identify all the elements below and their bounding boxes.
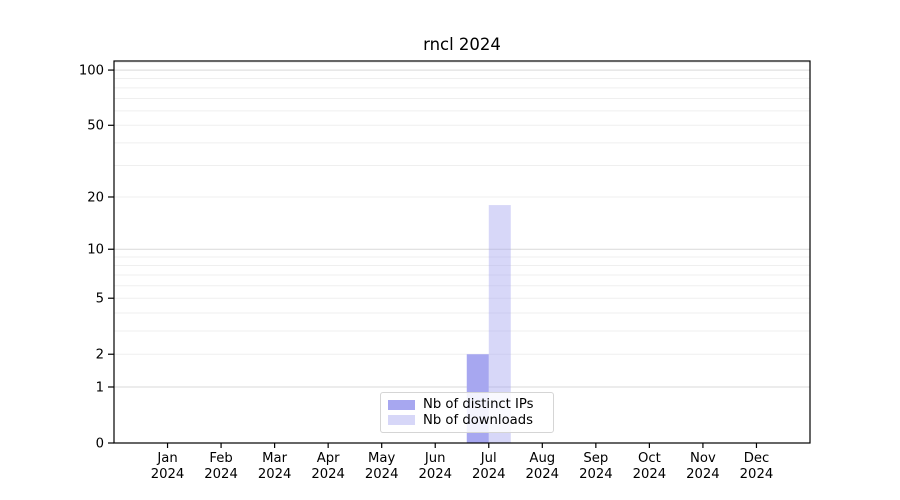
y-tick-label: 0 — [96, 436, 104, 451]
x-tick-label-month: Aug — [529, 451, 555, 466]
x-tick-label-year: 2024 — [418, 467, 452, 482]
x-tick-label-year: 2024 — [258, 467, 292, 482]
x-tick-label-year: 2024 — [579, 467, 613, 482]
y-tick-label: 10 — [87, 243, 104, 258]
x-tick-label-month: Jan — [156, 451, 177, 466]
legend-label-downloads: Nb of downloads — [423, 412, 533, 428]
x-tick-label-year: 2024 — [526, 467, 560, 482]
x-tick-label-month: Nov — [690, 451, 716, 466]
x-tick-label-month: Dec — [744, 451, 770, 466]
plot-border — [113, 60, 811, 444]
y-tick-label: 50 — [87, 119, 104, 134]
legend-label-distinct-ips: Nb of distinct IPs — [423, 397, 534, 413]
y-tick-label: 100 — [79, 63, 104, 78]
x-tick-label-month: Apr — [317, 451, 340, 466]
legend-item-distinct-ips: Nb of distinct IPs — [388, 397, 544, 412]
x-tick-label-month: Jul — [480, 451, 497, 466]
x-tick-label-year: 2024 — [311, 467, 345, 482]
legend-item-downloads: Nb of downloads — [388, 413, 544, 428]
legend: Nb of distinct IPs Nb of downloads — [380, 392, 554, 433]
x-tick-label-year: 2024 — [686, 467, 720, 482]
x-tick-label-year: 2024 — [740, 467, 774, 482]
chart-title: rncl 2024 — [423, 35, 501, 54]
x-tick-label-year: 2024 — [633, 467, 667, 482]
legend-swatch-downloads — [388, 415, 415, 426]
x-tick-label-year: 2024 — [365, 467, 399, 482]
x-tick-label-month: May — [368, 451, 395, 466]
x-tick-label-year: 2024 — [151, 467, 185, 482]
x-tick-label-month: Jun — [424, 451, 446, 466]
y-tick-label: 1 — [96, 380, 104, 395]
y-tick-label: 2 — [96, 348, 104, 363]
bar-downloads-jul — [488, 205, 511, 443]
x-tick-label-month: Sep — [583, 451, 608, 466]
x-tick-label-month: Feb — [209, 451, 232, 466]
x-tick-label-year: 2024 — [204, 467, 238, 482]
x-tick-label-month: Mar — [262, 451, 287, 466]
y-tick-label: 5 — [96, 292, 104, 307]
y-tick-label: 20 — [87, 190, 104, 205]
legend-swatch-distinct-ips — [388, 399, 415, 410]
x-tick-label-month: Oct — [638, 451, 661, 466]
x-tick-label-year: 2024 — [472, 467, 506, 482]
